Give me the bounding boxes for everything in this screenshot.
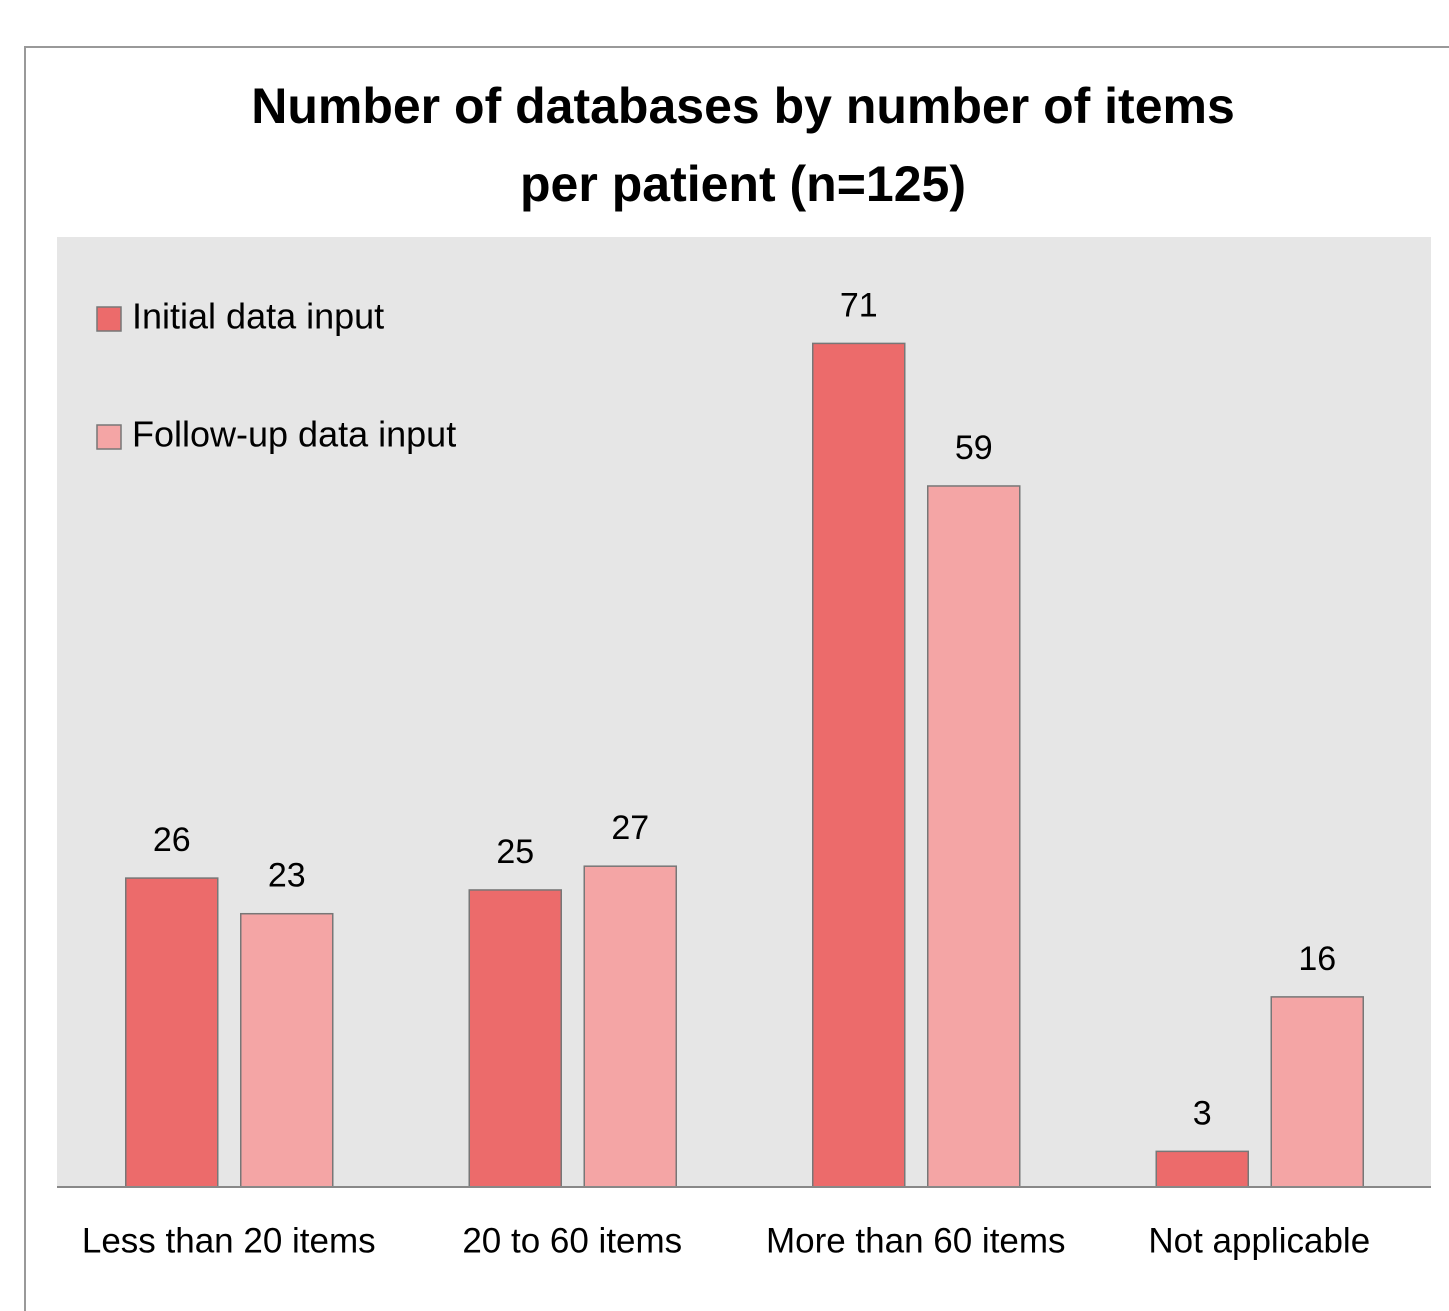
x-tick-label: 20 to 60 items <box>462 1221 682 1260</box>
bar <box>240 912 334 1188</box>
bar <box>1155 1150 1249 1188</box>
chart-title: Number of databases by number of items <box>251 78 1235 134</box>
data-label: 27 <box>611 809 649 847</box>
data-label: 16 <box>1298 940 1336 978</box>
data-label: 71 <box>840 286 878 324</box>
data-label: 26 <box>153 821 191 859</box>
x-tick-label: Less than 20 items <box>82 1221 376 1260</box>
bar <box>1270 996 1364 1188</box>
x-tick-label: More than 60 items <box>766 1221 1066 1260</box>
bar <box>583 865 677 1188</box>
data-label: 25 <box>496 833 534 871</box>
data-label: 23 <box>268 857 306 895</box>
legend-label: Initial data input <box>132 296 384 337</box>
bar <box>468 889 562 1188</box>
legend-swatch <box>96 306 122 332</box>
data-label: 3 <box>1193 1094 1212 1132</box>
data-label: 59 <box>955 429 993 467</box>
x-tick-label: Not applicable <box>1148 1221 1370 1260</box>
legend-swatch <box>96 424 122 450</box>
bar <box>125 877 219 1188</box>
bar <box>812 342 906 1188</box>
legend-label: Follow-up data input <box>132 414 456 455</box>
frame <box>24 46 1449 1311</box>
bar <box>927 485 1021 1188</box>
chart-title: per patient (n=125) <box>520 156 966 212</box>
